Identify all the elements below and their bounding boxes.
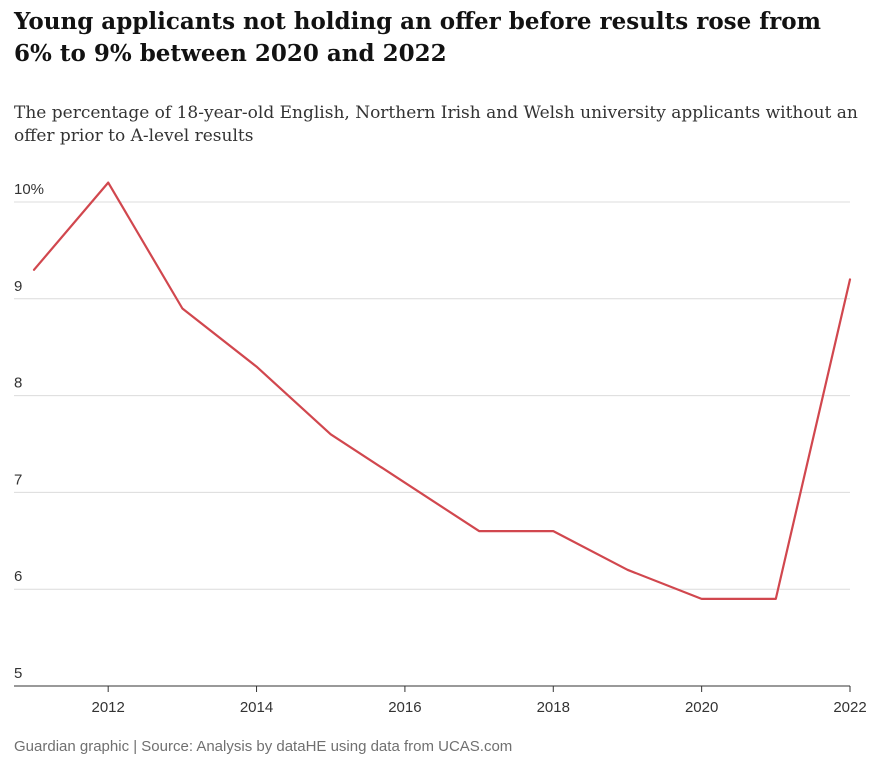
line-chart: 5 6 7 8 9 10% 2012 2014 2016 2018 2020 2022 — [14, 181, 867, 716]
x-tick-label: 2022 — [833, 699, 866, 716]
x-tick-label: 2014 — [240, 699, 273, 716]
y-tick-label: 8 — [14, 375, 22, 392]
x-tick-label: 2012 — [91, 699, 124, 716]
chart-title: Young applicants not holding an offer be… — [14, 8, 821, 67]
y-tick-label: 9 — [14, 278, 22, 295]
x-tick-label: 2020 — [685, 699, 718, 716]
x-tick-label: 2016 — [388, 699, 421, 716]
source-note: Guardian graphic | Source: Analysis by d… — [14, 738, 513, 755]
x-tick-label: 2018 — [537, 699, 570, 716]
y-tick-label: 7 — [14, 471, 22, 488]
chart-subtitle: The percentage of 18-year-old English, N… — [14, 103, 858, 146]
y-tick-label: 5 — [14, 665, 22, 682]
y-tick-label: 10% — [14, 181, 44, 198]
data-series-line — [32, 181, 852, 600]
y-tick-label: 6 — [14, 568, 22, 585]
